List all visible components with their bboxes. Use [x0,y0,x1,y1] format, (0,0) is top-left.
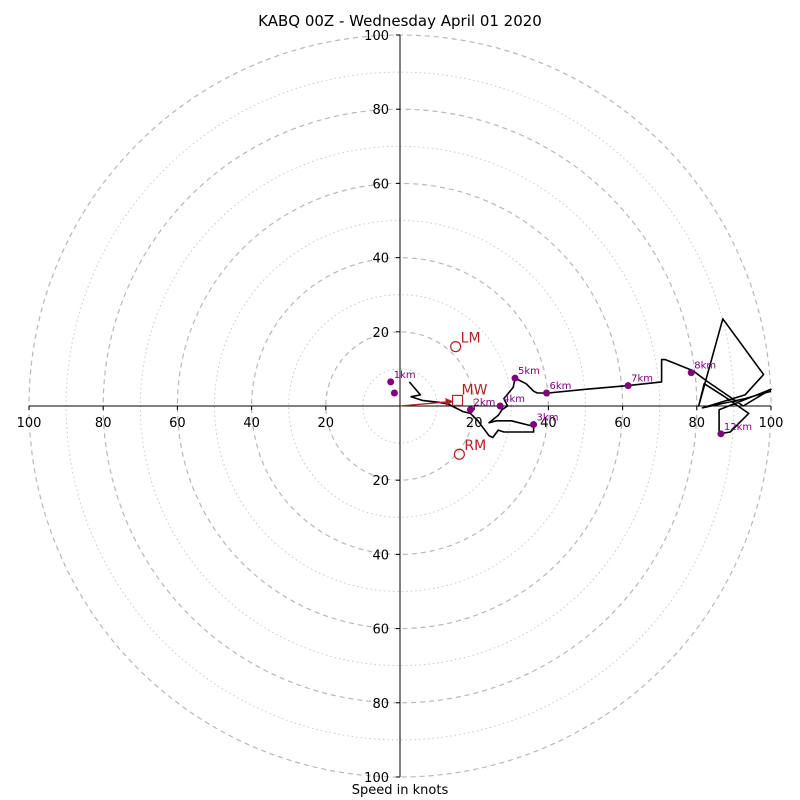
hodograph-line [408,317,772,439]
hodograph-trace [408,317,772,439]
mean-wind-label: MW [462,382,488,398]
left-mover-label: LM [461,331,481,347]
storm-motion: MW LM RM [399,331,488,460]
x-tick-label: 40 [243,416,260,431]
x-tick-label: 20 [466,416,483,431]
y-tick-label: 100 [364,29,389,44]
x-tick-label: 100 [759,416,784,431]
x-tick-label: 60 [614,416,631,431]
y-tick-label: 80 [372,697,389,712]
x-tick-label: 100 [17,416,42,431]
y-tick-label: 100 [364,771,389,786]
height-marker-label: 7km [631,374,653,385]
right-mover-marker [453,448,465,460]
y-tick-label: 60 [372,177,389,192]
y-tick-label: 60 [372,623,389,638]
x-tick-label: 20 [318,416,335,431]
x-tick-label: 80 [95,416,112,431]
height-markers: 1km 2km 3km 4km 5km 6km 7km 8km 12km [387,361,752,438]
y-tick-label: 80 [372,103,389,118]
height-marker [387,378,395,386]
y-tick-label: 40 [372,548,389,563]
height-marker-label: 12km [724,422,752,433]
height-marker [624,382,632,390]
x-axis-label: Speed in knots [351,783,449,798]
height-marker-label: 2km [473,398,495,409]
height-marker [543,389,551,397]
height-marker-label: 1km [394,370,416,381]
height-marker-label: 4km [503,394,525,405]
height-marker-label: 3km [537,413,559,424]
y-tick-label: 40 [372,252,389,267]
height-marker [466,406,474,414]
height-marker-label: 8km [694,361,716,372]
x-tick-label: 40 [540,416,557,431]
height-marker-label: 6km [550,381,572,392]
mean-wind-vector [399,398,454,407]
x-tick-label: 60 [169,416,186,431]
y-tick-label: 20 [372,326,389,341]
mean-wind-marker [451,394,464,407]
height-marker [390,389,398,397]
x-tick-label: 80 [689,416,706,431]
y-tick-label: 20 [372,474,389,489]
chart-title: KABQ 00Z - Wednesday April 01 2020 [258,12,542,30]
height-marker [496,402,504,410]
height-marker [717,430,725,438]
height-marker-label: 5km [518,366,540,377]
right-mover-label: RM [464,438,486,454]
tick-labels: 100 80 60 40 20 20 40 60 80 100 100 80 60 40 20 20 40 60 8… [17,29,784,786]
height-marker [511,374,519,382]
height-marker [687,369,695,377]
height-marker [530,421,538,429]
left-mover-marker [450,341,462,353]
